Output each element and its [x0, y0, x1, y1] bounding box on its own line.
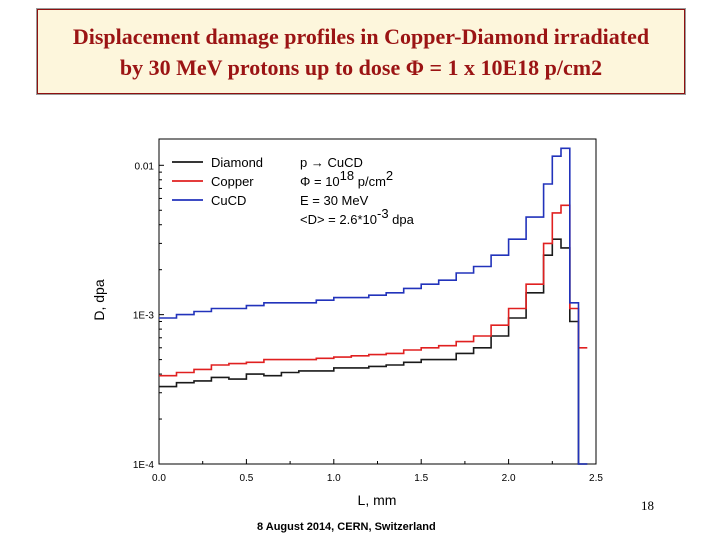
x-tick-label: 1.0: [327, 473, 341, 484]
x-tick-label: 2.5: [589, 473, 603, 484]
slide-title-line-1: Displacement damage profiles in Copper-D…: [72, 23, 650, 49]
x-tick-label: 1.5: [414, 473, 428, 484]
annotation-text: p → CuCD Φ = 1018 p/cm2 E = 30 MeV <D> = 2.…: [300, 155, 415, 227]
slide-title-box: Displacement damage profiles in Copper-D…: [36, 8, 686, 95]
legend-label-diamond: Diamond: [211, 155, 263, 170]
slide-title-line-2: by 30 MeV protons up to dose Φ = 1 x 10E…: [119, 54, 603, 80]
annotation-line-4: <D> = 2.6*10: [300, 212, 377, 227]
legend-label-copper: Copper: [211, 174, 254, 189]
annotation-tail: dpa: [389, 212, 415, 227]
ticks-layer: 0.0 0.5 1.0 1.5 2.0 2.5 1E-4 1E-3 0.01: [133, 161, 604, 484]
series-line-copper: [159, 204, 588, 377]
series-line-diamond: [159, 238, 588, 465]
legend-label-cucd: CuCD: [211, 193, 246, 208]
legend: Diamond Copper CuCD: [172, 155, 263, 208]
y-tick-label: 1E-4: [133, 460, 155, 471]
annotation-superscript: -3: [377, 206, 389, 221]
annotation-superscript: 18: [340, 168, 354, 183]
x-tick-label: 0.5: [239, 473, 253, 484]
annotation-line-2: Φ = 10: [300, 174, 340, 189]
series-layer: [159, 147, 588, 465]
footer-text: 8 August 2014, CERN, Switzerland: [257, 521, 436, 533]
x-axis-title: L, mm: [358, 492, 397, 508]
annotation-superscript: 2: [386, 168, 393, 183]
slide-number: 18: [641, 498, 654, 513]
series-line-cucd: [159, 147, 588, 465]
y-tick-label: 0.01: [135, 161, 155, 172]
annotation-tail: p/cm: [354, 174, 386, 189]
x-tick-label: 0.0: [152, 473, 166, 484]
x-tick-label: 2.0: [502, 473, 516, 484]
annotation-line-1: p → CuCD: [300, 155, 363, 170]
annotation-line-3: E = 30 MeV: [300, 193, 369, 208]
y-tick-label: 1E-3: [133, 311, 155, 322]
y-axis-title: D, dpa: [91, 279, 107, 320]
